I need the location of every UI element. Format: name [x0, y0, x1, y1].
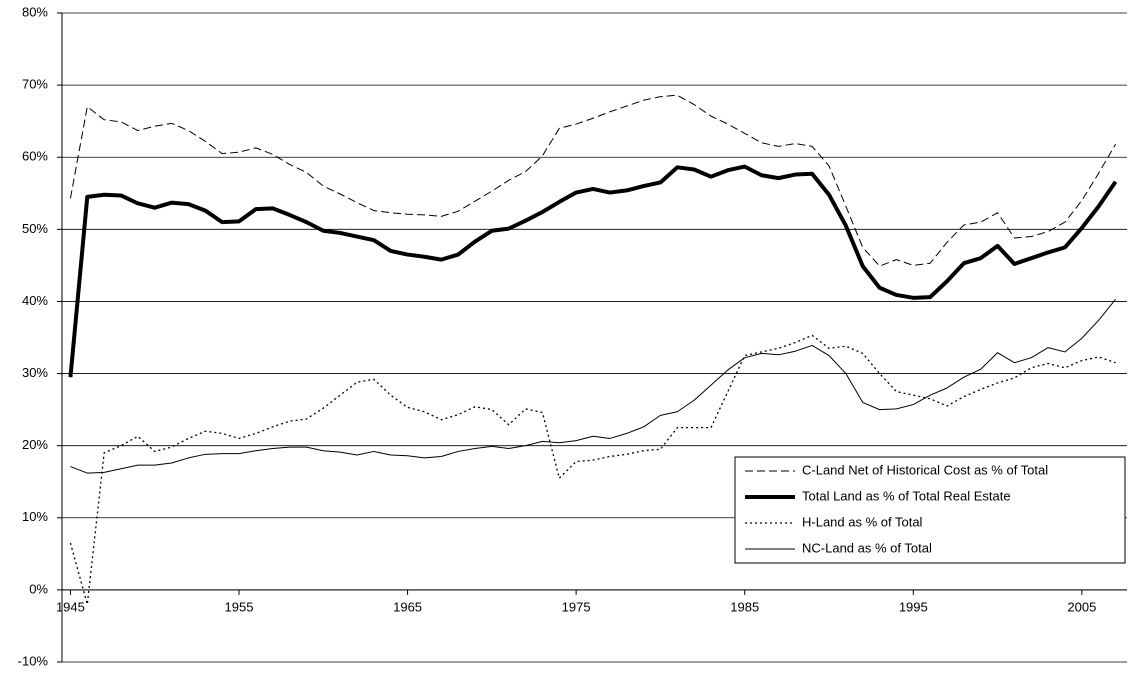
y-tick-label: 10%: [22, 509, 48, 524]
legend-label: Total Land as % of Total Real Estate: [802, 488, 1011, 503]
x-tick-label: 1985: [730, 599, 759, 614]
legend-label: H-Land as % of Total: [802, 514, 923, 529]
x-tick-label: 1975: [562, 599, 591, 614]
y-tick-label: 60%: [22, 149, 48, 164]
y-tick-label: -10%: [18, 653, 49, 668]
x-tick-label: 1965: [393, 599, 422, 614]
series-line: [69, 334, 1116, 605]
legend-label: C-Land Net of Historical Cost as % of To…: [802, 462, 1048, 477]
x-tick-label: 1955: [225, 599, 254, 614]
y-tick-label: 20%: [22, 437, 48, 452]
y-tick-label: 80%: [22, 4, 48, 19]
y-tick-label: 40%: [22, 293, 48, 308]
y-tick-label: 70%: [22, 77, 48, 92]
series-line: [69, 94, 1117, 267]
legend-label: NC-Land as % of Total: [802, 540, 932, 555]
y-tick-label: 30%: [22, 365, 48, 380]
series-line: [70, 298, 1116, 474]
x-tick-label: 2005: [1067, 599, 1096, 614]
series-line: [68, 164, 1118, 378]
x-tick-label: 1995: [899, 599, 928, 614]
y-tick-label: 50%: [22, 221, 48, 236]
legend-box: [734, 456, 1126, 564]
y-tick-label: 0%: [29, 581, 48, 596]
x-tick-label: 1945: [56, 599, 85, 614]
